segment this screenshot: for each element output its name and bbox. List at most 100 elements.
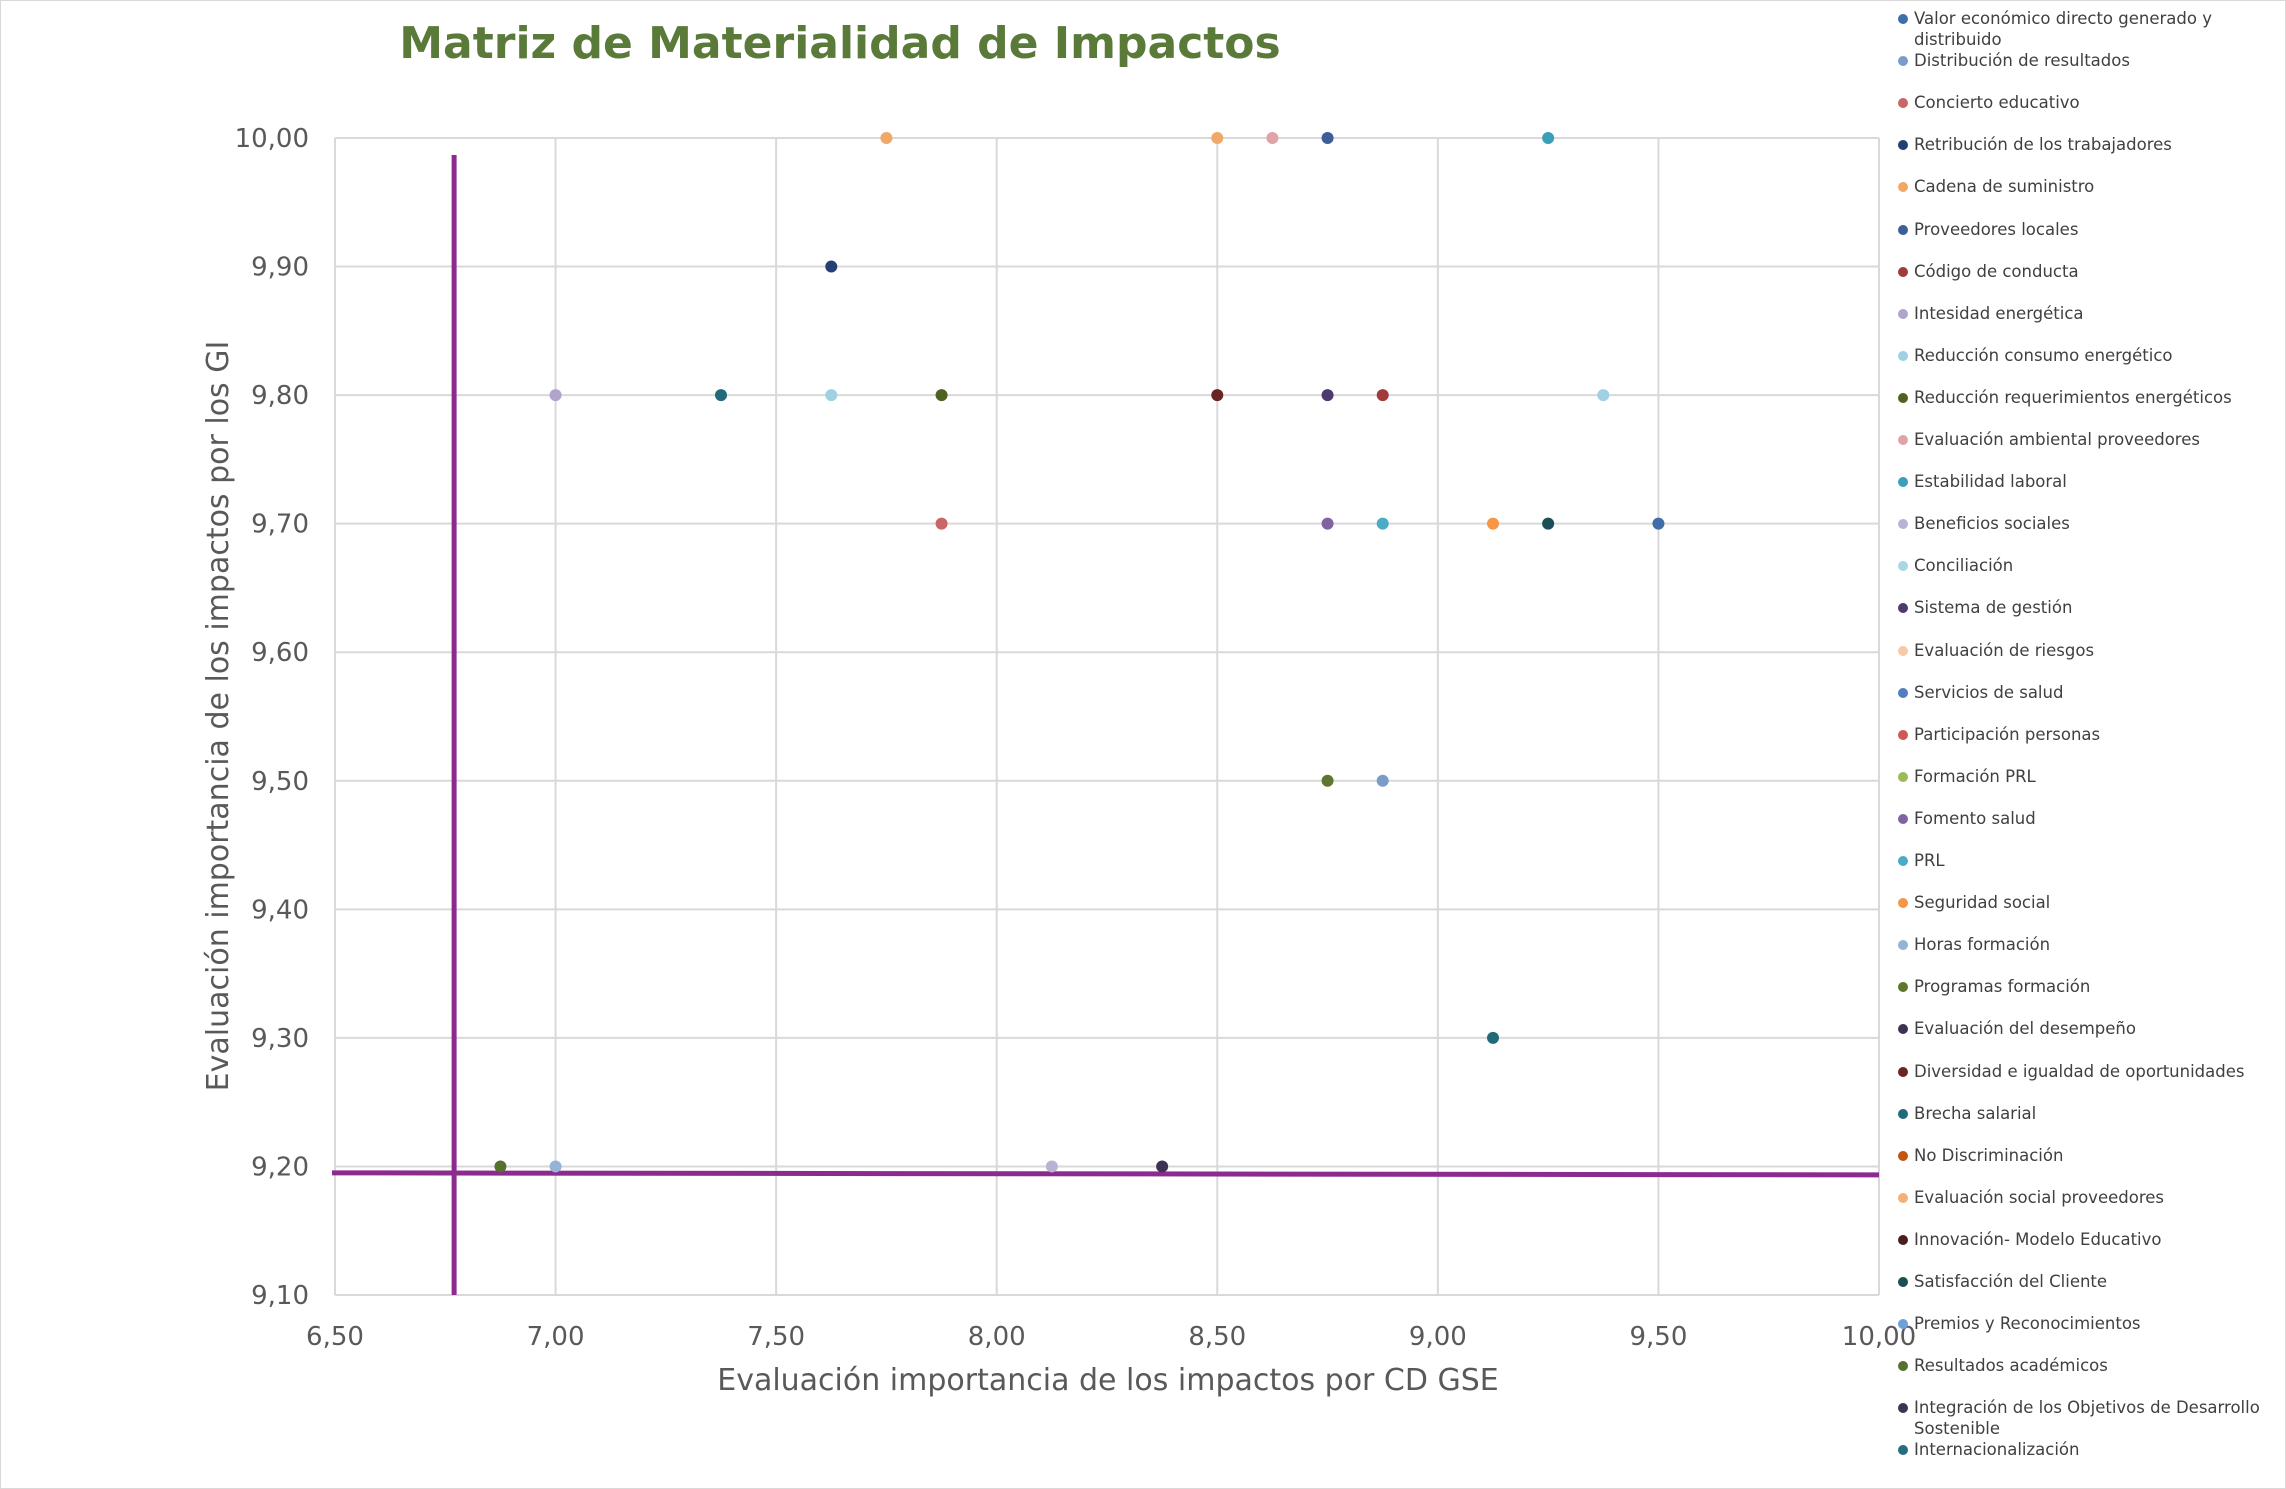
data-point <box>1266 132 1279 144</box>
legend-marker <box>1898 224 1908 235</box>
legend-label: Resultados académicos <box>1914 1356 2108 1376</box>
legend-label: Beneficios sociales <box>1914 514 2070 534</box>
x-tick-label: 6,50 <box>306 1322 364 1352</box>
legend-label: Premios y Reconocimientos <box>1914 1314 2141 1334</box>
legend-marker <box>1898 98 1908 109</box>
legend-label: Servicios de salud <box>1914 682 2064 702</box>
legend-label: Concierto educativo <box>1914 93 2080 113</box>
legend-item: Participación personas <box>1896 724 2276 745</box>
legend-label: Internacionalización <box>1914 1440 2080 1460</box>
y-tick-label: 9,70 <box>251 510 309 540</box>
legend: Valor económico directo generado y distr… <box>1896 8 2276 1478</box>
data-point <box>1487 517 1499 530</box>
legend-label: Brecha salarial <box>1914 1103 2037 1123</box>
data-point <box>880 132 893 144</box>
legend-label: Valor económico directo generado y distr… <box>1914 9 2212 49</box>
legend-item: Reducción requerimientos energéticos <box>1896 387 2276 408</box>
data-point <box>1211 132 1224 144</box>
legend-label: Participación personas <box>1914 724 2101 744</box>
y-axis-label: Evaluación importancia de los impactos p… <box>201 341 236 1092</box>
legend-marker <box>1898 1277 1908 1287</box>
legend-label: Evaluación de riesgos <box>1914 640 2095 660</box>
tick-labels: 6,50 7,00 7,50 8,00 8,50 9,00 9,50 10,00 9,10 9,2… <box>235 124 1917 1352</box>
x-tick-label: 8,00 <box>968 1322 1026 1352</box>
y-tick-label: 9,60 <box>251 638 309 668</box>
legend-item: Intesidad energética <box>1896 303 2276 324</box>
legend-label: Retribución de los trabajadores <box>1914 135 2172 155</box>
legend-label: Proveedores locales <box>1914 219 2079 239</box>
legend-label: Código de conducta <box>1914 261 2079 281</box>
legend-marker <box>1898 856 1908 866</box>
y-tick-label: 9,10 <box>251 1281 309 1311</box>
legend-label: Horas formación <box>1914 935 2051 955</box>
data-point <box>1376 774 1389 787</box>
legend-marker <box>1898 561 1908 572</box>
legend-marker <box>1898 435 1908 445</box>
legend-item: Innovación- Modelo Educativo <box>1896 1229 2276 1250</box>
legend-item: Sistema de gestión <box>1896 597 2276 618</box>
legend-marker <box>1898 1192 1908 1203</box>
legend-marker <box>1898 350 1908 361</box>
legend-marker <box>1898 729 1908 740</box>
legend-item: Evaluación del desempeño <box>1896 1018 2276 1039</box>
legend-label: PRL <box>1914 851 1945 870</box>
legend-item: PRL <box>1896 850 2276 871</box>
data-point <box>1321 389 1334 402</box>
legend-item: Premios y Reconocimientos <box>1896 1313 2276 1334</box>
horizontal-threshold-line <box>331 1170 1880 1178</box>
data-point <box>1542 132 1555 144</box>
data-point <box>1542 517 1555 530</box>
data-point <box>1156 1160 1169 1173</box>
legend-item: Evaluación de riesgos <box>1896 640 2276 661</box>
legend-item: Concierto educativo <box>1896 92 2276 113</box>
y-tick-label: 10,00 <box>235 124 309 154</box>
legend-marker <box>1898 1361 1908 1372</box>
legend-marker <box>1898 898 1908 909</box>
legend-label: Integración de los Objetivos de Desarrol… <box>1914 1398 2260 1439</box>
legend-marker <box>1898 14 1908 24</box>
legend-marker <box>1898 1024 1908 1035</box>
data-point <box>1487 1031 1499 1044</box>
legend-marker <box>1898 1234 1908 1245</box>
data-points <box>494 132 1665 1173</box>
legend-marker <box>1898 1403 1908 1414</box>
data-point <box>549 389 562 402</box>
legend-item: Cadena de suministro <box>1896 176 2276 197</box>
x-tick-label: 9,50 <box>1629 1322 1687 1352</box>
legend-label: Distribución de resultados <box>1914 51 2130 71</box>
legend-label: Sistema de gestión <box>1914 598 2073 618</box>
legend-item: Retribución de los trabajadores <box>1896 134 2276 155</box>
legend-label: Conciliación <box>1914 556 2014 576</box>
y-tick-label: 9,30 <box>251 1024 309 1054</box>
legend-marker <box>1898 56 1908 67</box>
legend-marker <box>1898 1066 1908 1077</box>
legend-item: Evaluación ambiental proveedores <box>1896 429 2276 450</box>
legend-label: Intesidad energética <box>1914 303 2084 323</box>
data-point <box>935 517 948 530</box>
legend-item: Servicios de salud <box>1896 682 2276 703</box>
legend-label: No Discriminación <box>1914 1145 2064 1165</box>
legend-marker <box>1898 266 1908 277</box>
legend-item: Horas formación <box>1896 934 2276 955</box>
legend-item: Diversidad e igualdad de oportunidades <box>1896 1061 2276 1082</box>
legend-item: Código de conducta <box>1896 261 2276 282</box>
data-point <box>825 260 838 273</box>
legend-marker <box>1898 982 1908 993</box>
legend-label: Programas formación <box>1914 977 2091 997</box>
legend-label: Evaluación del desempeño <box>1914 1019 2136 1039</box>
legend-marker <box>1898 1108 1908 1119</box>
legend-label: Fomento salud <box>1914 808 2036 828</box>
legend-item: Conciliación <box>1896 555 2276 576</box>
legend-item: Brecha salarial <box>1896 1103 2276 1124</box>
legend-marker <box>1898 140 1908 151</box>
legend-item: Evaluación social proveedores <box>1896 1187 2276 1208</box>
legend-marker <box>1898 308 1908 319</box>
legend-item: Reducción consumo energético <box>1896 345 2276 366</box>
legend-item: Resultados académicos <box>1896 1355 2276 1376</box>
data-point <box>1045 1160 1058 1173</box>
data-point <box>1597 389 1610 402</box>
legend-item: Valor económico directo generado y distr… <box>1896 8 2276 50</box>
data-point <box>935 389 948 402</box>
legend-marker <box>1898 392 1908 403</box>
